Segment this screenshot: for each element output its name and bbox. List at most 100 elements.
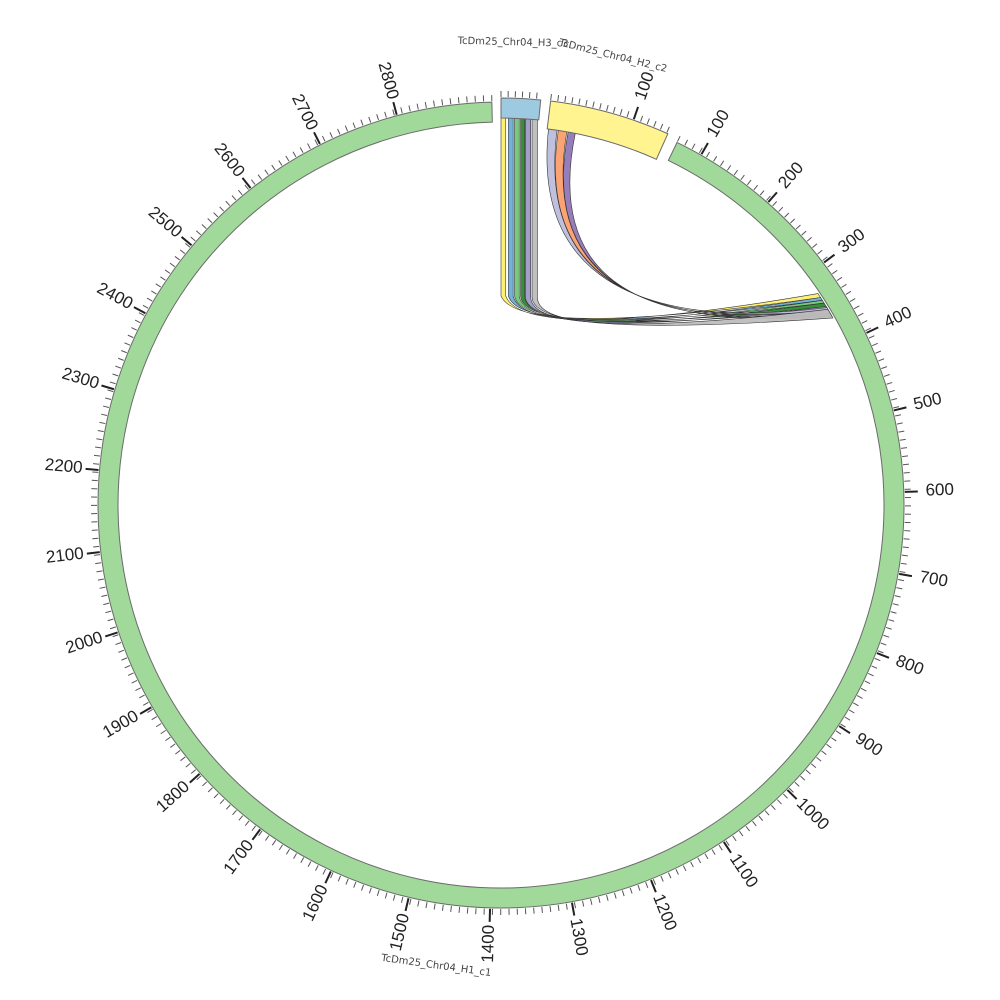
minor-tick	[899, 570, 906, 573]
major-tick	[104, 631, 118, 638]
minor-tick	[160, 276, 166, 281]
ticks-layer	[85, 91, 918, 922]
tick-label: 1900	[99, 706, 141, 741]
minor-tick	[264, 169, 269, 176]
minor-tick	[147, 709, 153, 713]
minor-tick	[691, 143, 696, 150]
minor-tick	[886, 381, 893, 385]
tick-label: 100	[703, 106, 734, 140]
minor-tick	[315, 865, 319, 871]
minor-tick	[416, 103, 419, 110]
link-ribbon	[524, 118, 829, 324]
major-tick	[571, 902, 576, 916]
major-tick	[767, 191, 778, 203]
minor-tick	[831, 737, 837, 742]
segment-h3	[500, 97, 542, 121]
minor-tick	[449, 98, 452, 105]
minor-tick	[265, 835, 270, 841]
minor-tick	[898, 430, 905, 433]
major-tick	[251, 828, 261, 841]
minor-tick	[592, 101, 595, 108]
minor-tick	[466, 96, 468, 103]
minor-tick	[207, 218, 213, 224]
minor-tick	[103, 602, 110, 606]
tick-label: 1200	[649, 891, 681, 933]
links-layer	[500, 117, 834, 326]
minor-tick	[112, 373, 119, 377]
minor-tick	[805, 769, 811, 775]
minor-tick	[118, 649, 125, 653]
minor-tick	[135, 687, 141, 691]
minor-tick	[258, 830, 263, 836]
minor-tick	[458, 906, 461, 913]
minor-tick	[598, 896, 601, 903]
minor-tick	[285, 155, 290, 162]
minor-tick	[667, 872, 672, 879]
minor-tick	[822, 256, 828, 261]
minor-tick	[155, 723, 162, 728]
minor-tick	[185, 242, 191, 248]
minor-tick	[127, 334, 134, 339]
major-tick	[85, 467, 99, 471]
minor-tick	[225, 804, 231, 810]
minor-tick	[99, 421, 106, 425]
major-tick	[700, 142, 709, 155]
minor-tick	[121, 657, 128, 661]
minor-tick	[285, 848, 290, 855]
minor-tick	[856, 695, 863, 699]
minor-tick	[782, 793, 788, 799]
major-tick	[324, 870, 332, 884]
tick-label: 900	[852, 729, 886, 760]
link-ribbon	[520, 118, 827, 323]
tick-label: 1800	[152, 777, 193, 816]
tick-label: 2500	[145, 203, 186, 242]
major-tick	[189, 773, 201, 784]
minor-tick	[857, 312, 864, 317]
tick-label: 2100	[45, 544, 85, 567]
minor-tick	[321, 135, 326, 142]
minor-tick	[606, 104, 609, 112]
tick-label: 700	[918, 567, 949, 591]
minor-tick	[174, 256, 181, 261]
minor-tick	[718, 844, 723, 851]
minor-tick	[637, 884, 641, 891]
minor-tick	[790, 218, 796, 224]
minor-tick	[557, 904, 560, 911]
minor-tick	[704, 853, 709, 860]
minor-tick	[844, 716, 851, 721]
minor-tick	[899, 438, 906, 441]
minor-tick	[865, 327, 872, 332]
minor-tick	[244, 184, 249, 190]
minor-tick	[897, 579, 905, 582]
minor-tick	[368, 887, 372, 894]
minor-tick	[772, 201, 778, 207]
minor-tick	[788, 787, 794, 793]
minor-tick	[457, 97, 460, 104]
major-tick	[838, 725, 851, 734]
minor-tick	[582, 900, 585, 907]
segment-name-h1: TcDm25_Chr04_H1_c1	[380, 953, 492, 979]
minor-tick	[337, 875, 342, 882]
minor-tick	[231, 195, 237, 201]
minor-tick	[293, 853, 297, 859]
minor-tick	[142, 701, 149, 706]
minor-tick	[864, 680, 871, 684]
major-tick	[86, 551, 100, 555]
major-tick	[632, 106, 640, 120]
minor-tick	[817, 249, 823, 255]
tick-label: 200	[774, 158, 807, 192]
minor-tick	[360, 119, 364, 126]
minor-tick	[795, 224, 801, 230]
minor-tick	[770, 804, 776, 811]
minor-tick	[127, 672, 134, 676]
minor-tick	[353, 881, 357, 888]
major-tick	[241, 177, 252, 189]
minor-tick	[753, 184, 758, 191]
minor-tick	[675, 868, 679, 875]
tick-label: 1400	[478, 925, 498, 963]
minor-tick	[888, 389, 895, 393]
minor-tick	[300, 857, 305, 864]
tick-label: 600	[925, 480, 954, 500]
major-tick	[823, 253, 836, 264]
minor-tick	[409, 898, 412, 905]
